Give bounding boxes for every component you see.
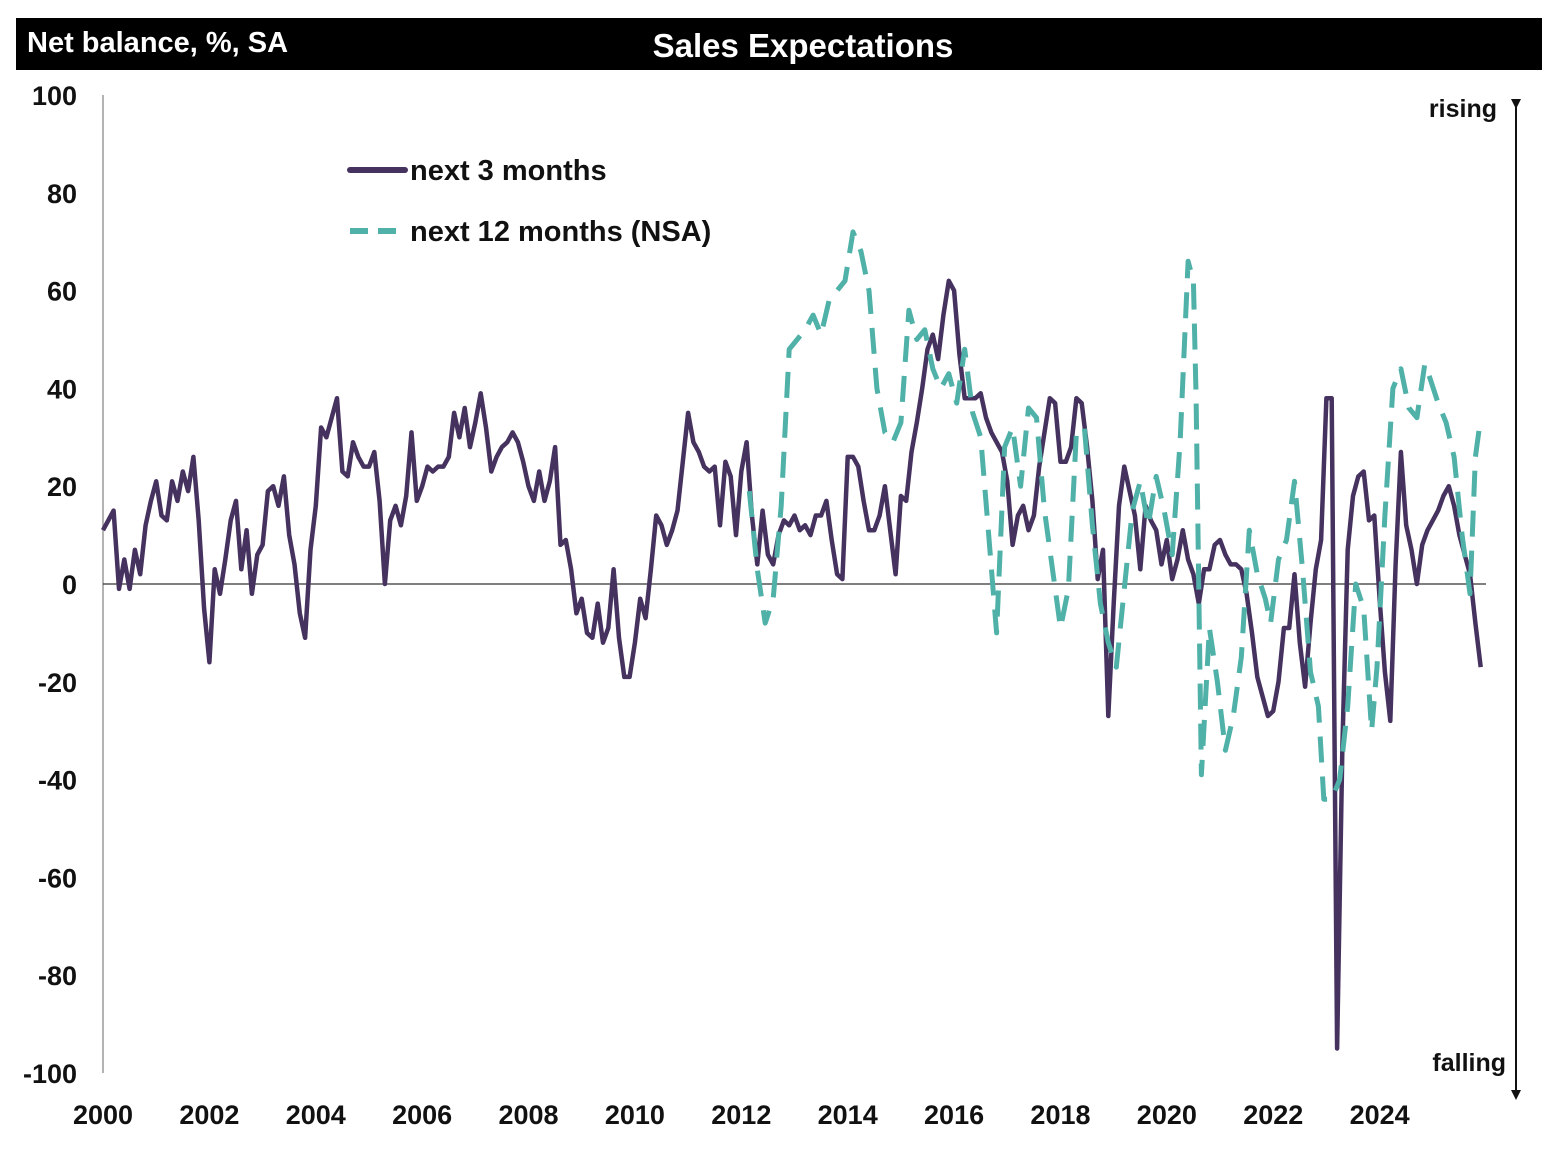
y-tick-label: -40 — [38, 766, 77, 796]
x-tick-label: 2008 — [498, 1100, 558, 1130]
x-tick-label: 2006 — [392, 1100, 452, 1130]
x-tick-label: 2012 — [711, 1100, 771, 1130]
x-tick-label: 2018 — [1030, 1100, 1090, 1130]
x-tick-label: 2000 — [73, 1100, 133, 1130]
y-tick-label: 0 — [62, 570, 77, 600]
rising-label: rising — [1429, 95, 1497, 123]
legend: next 3 months next 12 months (NSA) — [347, 155, 711, 248]
legend-label-3-months: next 3 months — [410, 155, 607, 187]
y-tick-label: 80 — [47, 179, 77, 209]
x-tick-label: 2022 — [1243, 1100, 1303, 1130]
y-tick-label: 100 — [32, 81, 77, 111]
x-tick-label: 2004 — [286, 1100, 346, 1130]
series-line-next-3-months — [101, 278, 1483, 1051]
y-axis-tick-labels: 100 80 60 40 20 0 -20 -40 -60 -80 -100 — [23, 81, 77, 1089]
y-tick-label: -60 — [38, 863, 77, 893]
series-layer — [101, 229, 1484, 1051]
series-line-next-12-months — [746, 229, 1484, 802]
y-tick-label: -80 — [38, 961, 77, 991]
x-tick-label: 2024 — [1350, 1100, 1410, 1130]
legend-label-12-months: next 12 months (NSA) — [410, 216, 711, 248]
y-tick-label: 40 — [47, 374, 77, 404]
unit-label: Net balance, %, SA — [27, 27, 288, 59]
y-tick-label: 20 — [47, 472, 77, 502]
x-tick-label: 2020 — [1137, 1100, 1197, 1130]
y-tick-label: -100 — [23, 1059, 77, 1089]
x-tick-label: 2016 — [924, 1100, 984, 1130]
x-tick-label: 2010 — [605, 1100, 665, 1130]
x-tick-label: 2002 — [179, 1100, 239, 1130]
y-tick-label: 60 — [47, 277, 77, 307]
x-axis-tick-labels: 2000 2002 2004 2006 2008 2010 2012 2014 2016 2018… — [73, 1100, 1410, 1130]
chart-title: Sales Expectations — [653, 27, 954, 64]
x-tick-label: 2014 — [818, 1100, 878, 1130]
header-bar — [16, 18, 1542, 70]
y-tick-label: -20 — [38, 668, 77, 698]
falling-label: falling — [1432, 1049, 1506, 1077]
